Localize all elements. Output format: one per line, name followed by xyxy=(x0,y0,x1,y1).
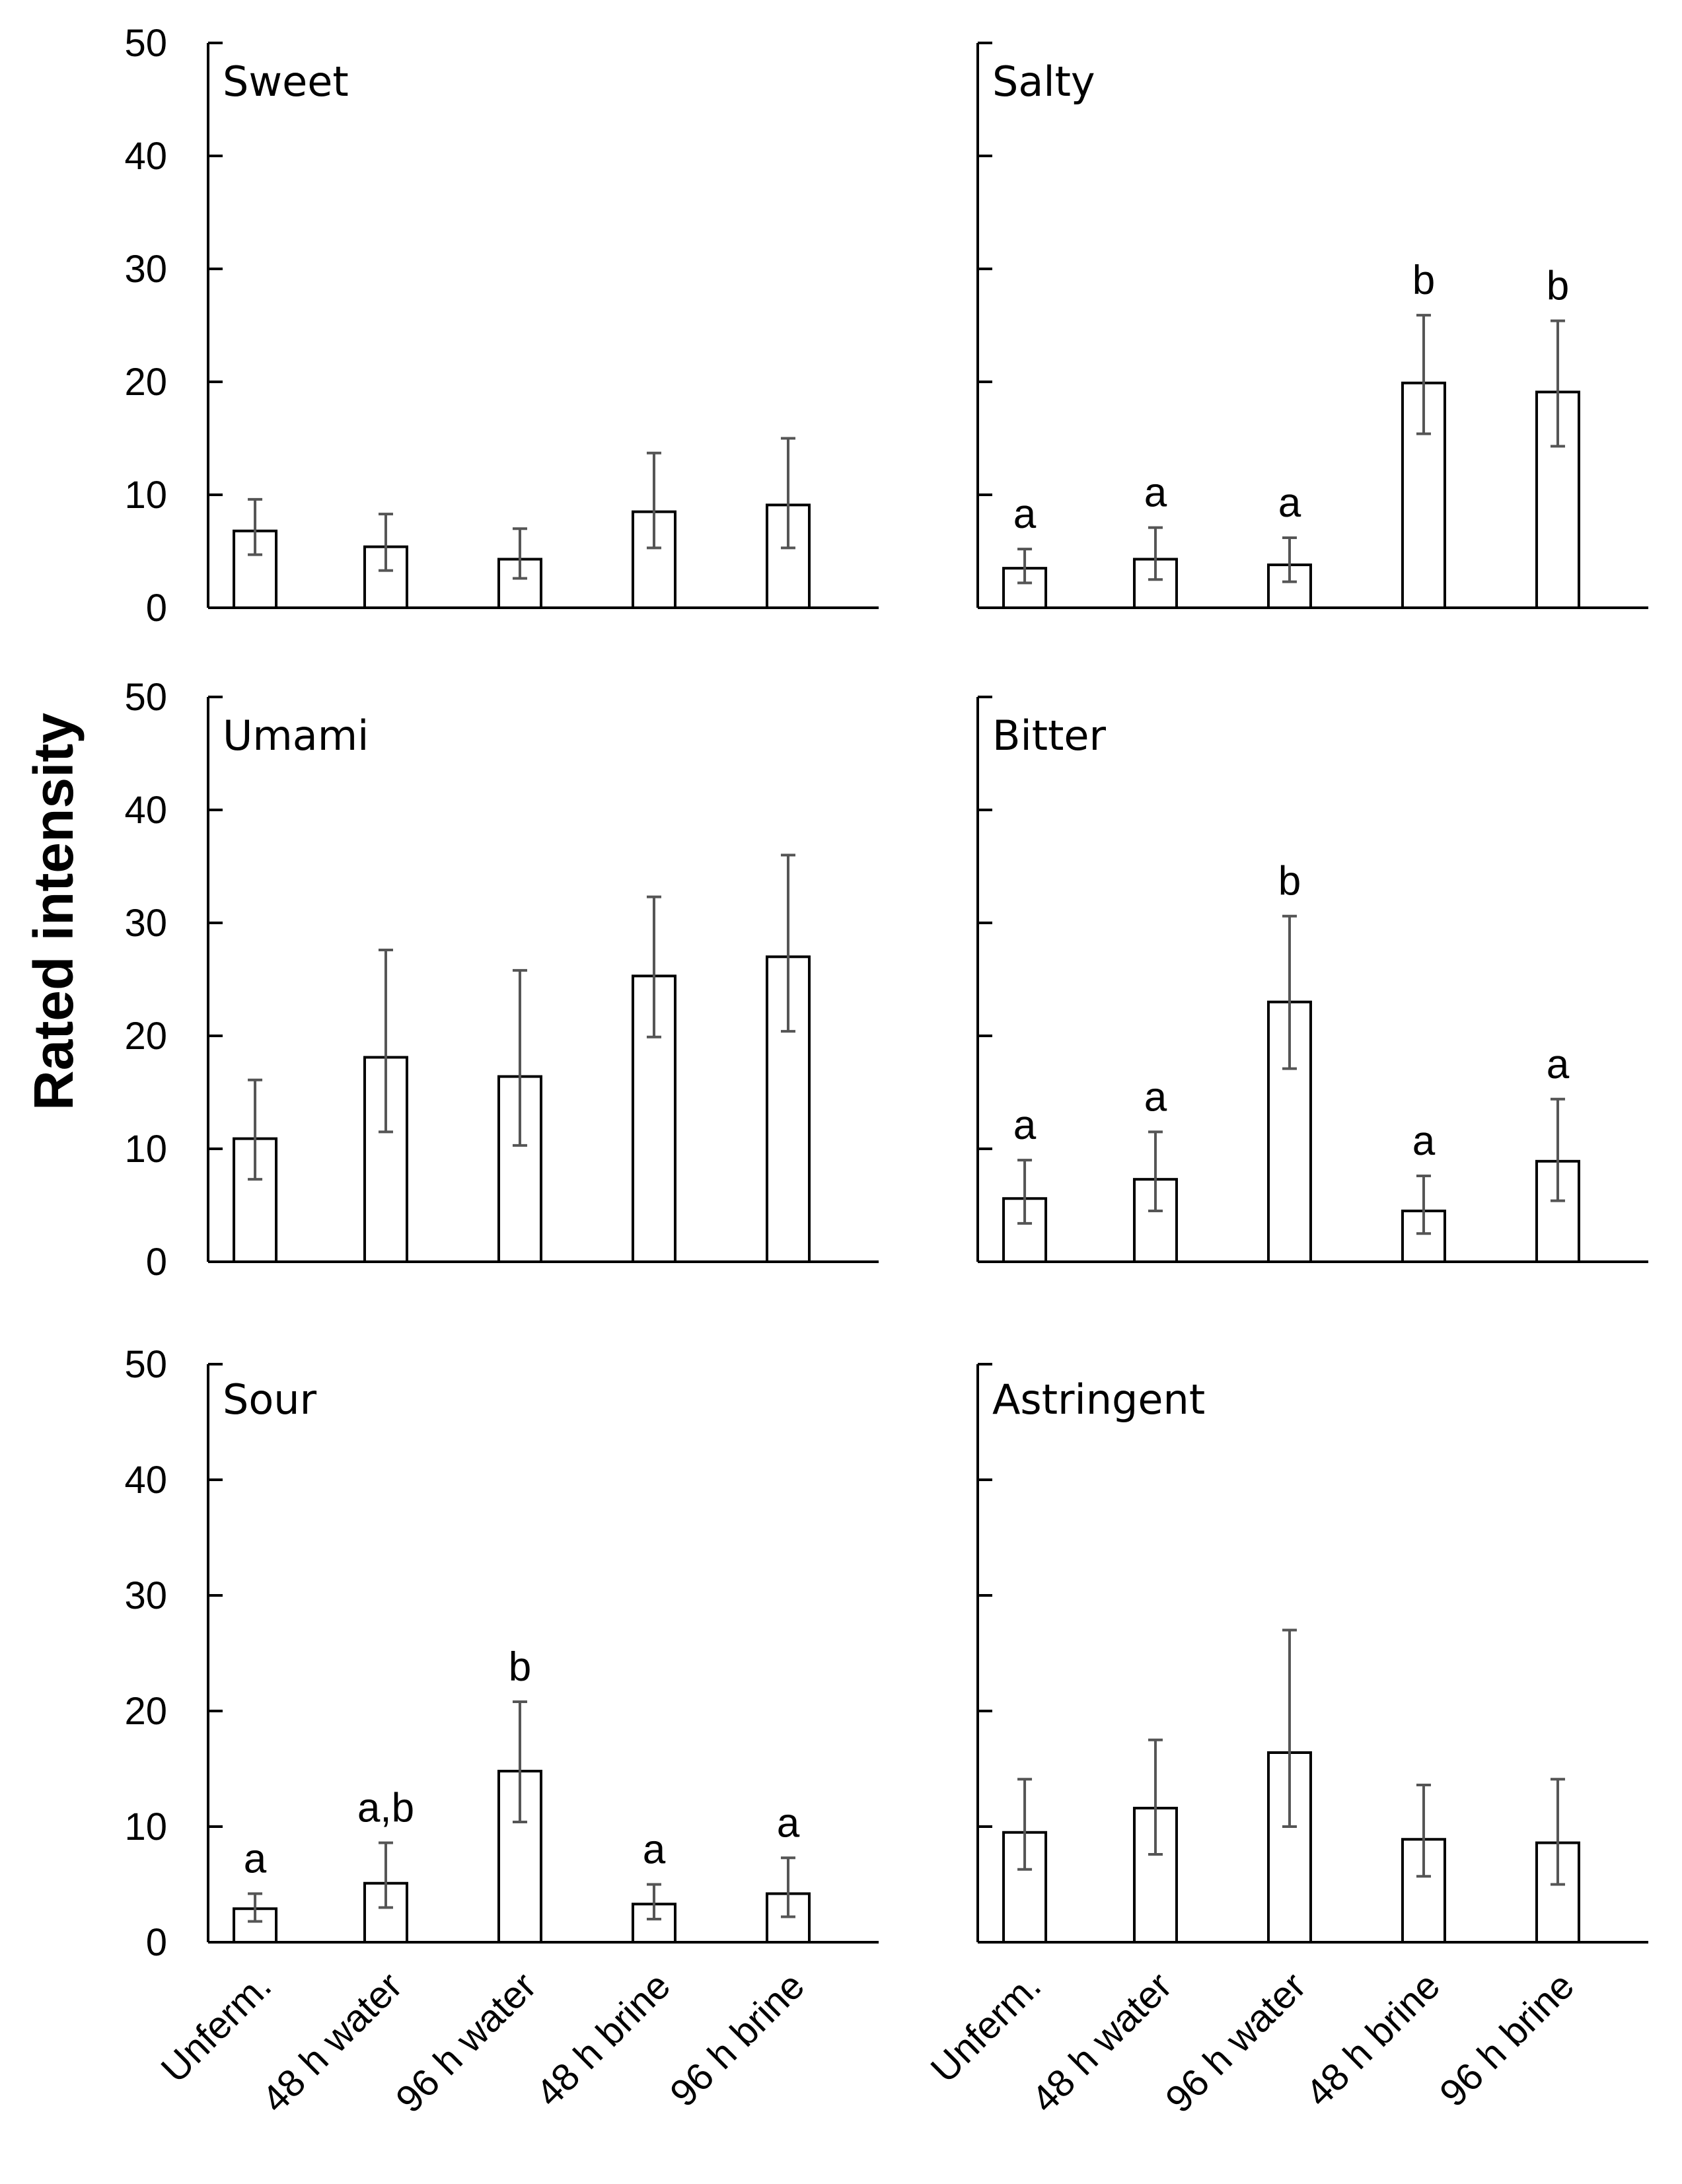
panel-umami: 0 10 20 30 40 50 Umami xyxy=(124,676,879,1284)
panel-title: Salty xyxy=(992,57,1095,106)
x-tick-label: 48 h water xyxy=(1023,1964,1180,2121)
y-tick-label: 50 xyxy=(124,676,167,719)
y-tick-label: 0 xyxy=(146,1241,167,1284)
significance-letter: a,b xyxy=(357,1786,414,1831)
y-tick-label: 30 xyxy=(124,1574,167,1617)
significance-letter: b xyxy=(1412,258,1435,303)
y-tick-label: 10 xyxy=(124,1805,167,1848)
y-tick-label: 40 xyxy=(124,789,167,832)
significance-letter: b xyxy=(1547,264,1569,309)
y-tick-label: 40 xyxy=(124,1459,167,1502)
significance-letter: a xyxy=(1144,470,1167,516)
significance-letter: a xyxy=(1144,1074,1167,1120)
panel-bitter: Bitter a a b a a xyxy=(976,696,1648,1264)
significance-letter: a xyxy=(1412,1118,1436,1164)
bar-sweet-5 xyxy=(765,503,811,610)
panel-sweet: 0 10 20 30 40 50 Sweet xyxy=(124,22,879,630)
panel-title: Sour xyxy=(223,1375,317,1424)
y-tick-label: 10 xyxy=(124,1128,167,1171)
panel-title: Astringent xyxy=(992,1375,1205,1424)
significance-letter: a xyxy=(1013,491,1037,537)
bar-salty-4 xyxy=(1401,381,1446,610)
y-axis-label: Rated intensity xyxy=(22,713,85,1110)
panel-salty: Salty a a a b b xyxy=(976,42,1648,610)
y-tick-label: 40 xyxy=(124,135,167,178)
x-tick-label: Unferm. xyxy=(922,1964,1049,2091)
y-tick-label: 0 xyxy=(146,1921,167,1964)
x-tick-label: 96 h brine xyxy=(1432,1964,1582,2115)
x-tick-label: 48 h brine xyxy=(528,1964,678,2115)
significance-letter: a xyxy=(643,1827,666,1873)
x-tick-label: 96 h brine xyxy=(662,1964,813,2115)
x-tick-label: 96 h water xyxy=(388,1964,544,2121)
significance-letter: a xyxy=(1278,480,1301,526)
panel-title: Sweet xyxy=(223,57,349,106)
y-tick-label: 30 xyxy=(124,902,167,945)
x-tick-label: 48 h brine xyxy=(1298,1964,1448,2115)
y-tick-label: 30 xyxy=(124,248,167,291)
significance-letter: b xyxy=(1278,859,1301,904)
bar-bitter-3 xyxy=(1266,1000,1312,1263)
significance-letter: a xyxy=(1547,1042,1570,1087)
y-tick-label: 50 xyxy=(124,22,167,65)
y-tick-label: 20 xyxy=(124,361,167,404)
significance-letter: a xyxy=(244,1837,267,1882)
x-tick-label: 48 h water xyxy=(254,1964,410,2121)
significance-letter: a xyxy=(1013,1103,1037,1148)
y-tick-label: 20 xyxy=(124,1015,167,1058)
y-tick-label: 50 xyxy=(124,1343,167,1386)
y-tick-label: 10 xyxy=(124,474,167,517)
significance-letter: b xyxy=(509,1644,531,1690)
panel-sour: 0 10 20 30 40 50 Sour a Unferm. a,b 48 h water b 96 … xyxy=(124,1343,879,2121)
x-tick-label: 96 h water xyxy=(1157,1964,1314,2121)
panel-title: Bitter xyxy=(992,711,1107,760)
panel-title: Umami xyxy=(223,711,369,760)
y-tick-label: 20 xyxy=(124,1690,167,1733)
significance-letter: a xyxy=(777,1800,800,1846)
bar-sweet-3 xyxy=(497,558,542,609)
chart-panels: 0 10 20 30 40 50 Sweet Salty a a a b b 0 10 20 30 40 50 Uma… xyxy=(124,22,1648,2121)
x-tick-label: Unferm. xyxy=(153,1964,279,2091)
y-tick-label: 0 xyxy=(146,587,167,630)
